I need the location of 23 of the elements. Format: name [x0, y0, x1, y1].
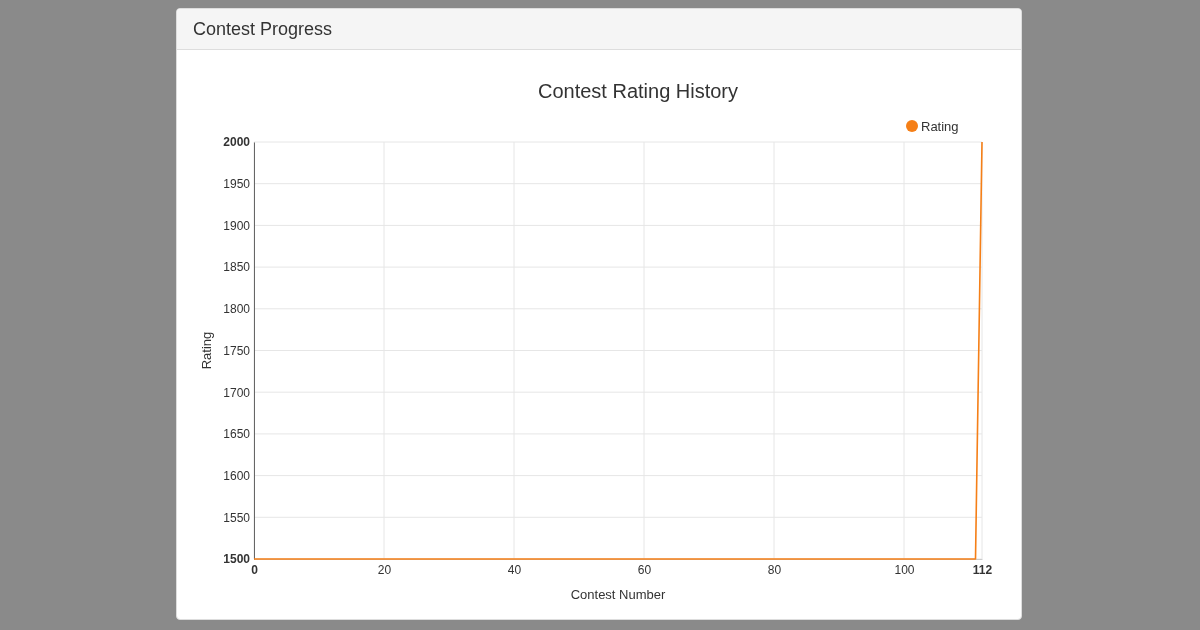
y-tick-label: 1900 — [223, 218, 251, 233]
y-tick-label: 1800 — [223, 302, 251, 317]
text: Contest Progress — [177, 9, 1021, 50]
legend-label: Rating — [921, 118, 959, 134]
y-tick-label: 1550 — [223, 510, 251, 525]
y-axis-title: Rating — [199, 331, 214, 370]
x-tick-label: 20 — [377, 562, 392, 577]
x-tick-label: 80 — [767, 562, 782, 577]
x-tick-label: 112 — [972, 562, 993, 577]
y-tick-label: 1950 — [223, 177, 251, 192]
chart-title: Contest Rating History — [537, 80, 739, 102]
y-tick-label: 1750 — [223, 343, 251, 358]
y-tick-label: 2000 — [223, 135, 251, 150]
x-tick-label: 60 — [637, 562, 652, 577]
x-tick-label: 40 — [507, 562, 522, 577]
y-tick-label: 1500 — [223, 552, 251, 567]
y-tick-label: 1600 — [223, 468, 251, 483]
x-tick-label: 100 — [894, 562, 915, 577]
x-axis-title: Contest Number — [570, 587, 666, 602]
x-tick-label: 0 — [251, 562, 259, 577]
y-tick-label: 1850 — [223, 260, 251, 275]
y-tick-label: 1700 — [223, 385, 251, 400]
y-tick-label: 1650 — [223, 427, 251, 442]
